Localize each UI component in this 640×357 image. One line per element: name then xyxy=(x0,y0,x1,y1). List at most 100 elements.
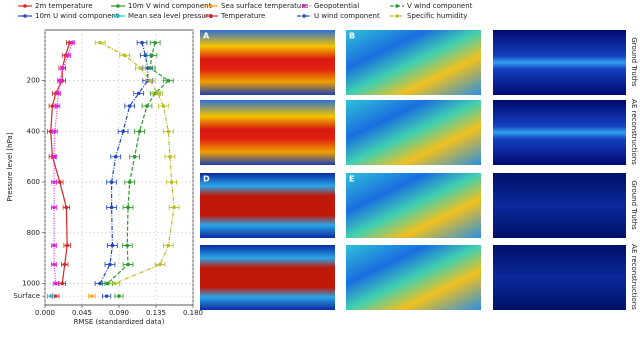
panel-label: B xyxy=(349,32,355,41)
panel xyxy=(200,245,335,310)
legend-marker xyxy=(209,14,213,18)
y-tick-label: 1000 xyxy=(22,279,40,287)
point xyxy=(121,129,125,134)
panel-label: A xyxy=(203,32,210,41)
point xyxy=(143,53,148,58)
point xyxy=(66,53,70,58)
point xyxy=(70,40,74,45)
point xyxy=(56,91,60,96)
point xyxy=(109,180,114,184)
point xyxy=(161,104,166,108)
point xyxy=(110,243,115,248)
panel xyxy=(200,173,335,238)
legend-marker xyxy=(302,14,306,18)
legend-marker xyxy=(302,4,306,8)
row-label: AE reconstructions xyxy=(630,99,638,165)
legend-marker xyxy=(116,14,120,18)
point xyxy=(138,66,143,70)
row-label: AE reconstructions xyxy=(630,244,638,310)
point xyxy=(52,243,56,248)
point xyxy=(140,40,144,45)
panel xyxy=(346,245,481,310)
point xyxy=(109,205,114,210)
point xyxy=(98,281,102,286)
y-tick-label: Surface xyxy=(13,292,40,300)
legend-marker xyxy=(23,4,27,8)
point xyxy=(166,129,171,134)
legend-label: Specific humidity xyxy=(407,12,467,20)
point xyxy=(60,281,65,286)
point xyxy=(61,66,65,70)
legend-label: 10m U wind component xyxy=(35,12,119,20)
point xyxy=(53,294,58,298)
heatmap-panels: A B D E Ground Truths AE reconstructions… xyxy=(200,30,638,310)
point xyxy=(48,294,53,298)
panel xyxy=(346,173,481,238)
point xyxy=(52,205,56,210)
legend-label: U wind component xyxy=(314,12,380,20)
panel-label: E xyxy=(349,175,354,184)
panel xyxy=(493,100,626,165)
row-label: Ground Truths xyxy=(630,180,638,230)
panel xyxy=(200,100,335,165)
point xyxy=(155,91,160,96)
y-tick-label: 600 xyxy=(27,178,40,186)
legend-label: 10m V wind component xyxy=(128,2,212,10)
point xyxy=(98,40,102,45)
series-line xyxy=(107,42,170,284)
x-axis-label: RMSE (standardized data) xyxy=(74,318,165,326)
point xyxy=(148,66,153,70)
point xyxy=(50,104,55,108)
legend-label: Mean sea level pressure xyxy=(128,12,213,20)
y-axis-label: Pressure level [hPa] xyxy=(6,132,14,201)
legend-label: Geopotential xyxy=(314,2,359,10)
point xyxy=(64,205,69,210)
panel xyxy=(493,173,626,238)
point xyxy=(48,129,53,134)
point xyxy=(122,53,127,58)
legend-marker xyxy=(23,14,27,18)
x-tick-label: 0.045 xyxy=(72,309,92,317)
point xyxy=(158,262,162,267)
panel xyxy=(346,30,481,95)
point xyxy=(62,262,67,267)
legend-marker xyxy=(395,4,399,8)
legend-marker xyxy=(116,4,120,8)
point xyxy=(137,129,142,134)
legend-label: Temperature xyxy=(220,12,265,20)
point xyxy=(104,294,109,298)
point xyxy=(53,281,58,286)
point xyxy=(65,243,69,248)
point xyxy=(166,78,171,83)
legend-marker xyxy=(209,4,213,8)
point xyxy=(145,104,149,108)
point xyxy=(113,154,118,159)
row-label: Ground Truths xyxy=(630,37,638,87)
panel xyxy=(493,245,626,310)
point xyxy=(132,154,137,159)
y-tick-label: 400 xyxy=(27,127,40,135)
point xyxy=(169,180,174,184)
point xyxy=(105,281,110,286)
point xyxy=(172,205,176,210)
point xyxy=(150,53,154,58)
point xyxy=(53,129,57,134)
point xyxy=(117,294,121,298)
series-line xyxy=(99,42,175,285)
y-tick-label: 800 xyxy=(27,229,40,237)
point xyxy=(90,294,94,298)
point xyxy=(52,262,56,267)
x-tick-label: 0.000 xyxy=(35,309,55,317)
x-tick-label: 0.135 xyxy=(146,309,166,317)
point xyxy=(113,281,117,286)
legend-label: 2m temperature xyxy=(35,2,93,10)
point xyxy=(166,243,171,248)
legend-marker xyxy=(395,14,399,18)
point xyxy=(125,243,130,248)
point xyxy=(148,78,153,83)
x-tick-label: 0.090 xyxy=(109,309,129,317)
point xyxy=(127,104,132,108)
point xyxy=(127,180,132,184)
panel-label: D xyxy=(203,175,210,184)
